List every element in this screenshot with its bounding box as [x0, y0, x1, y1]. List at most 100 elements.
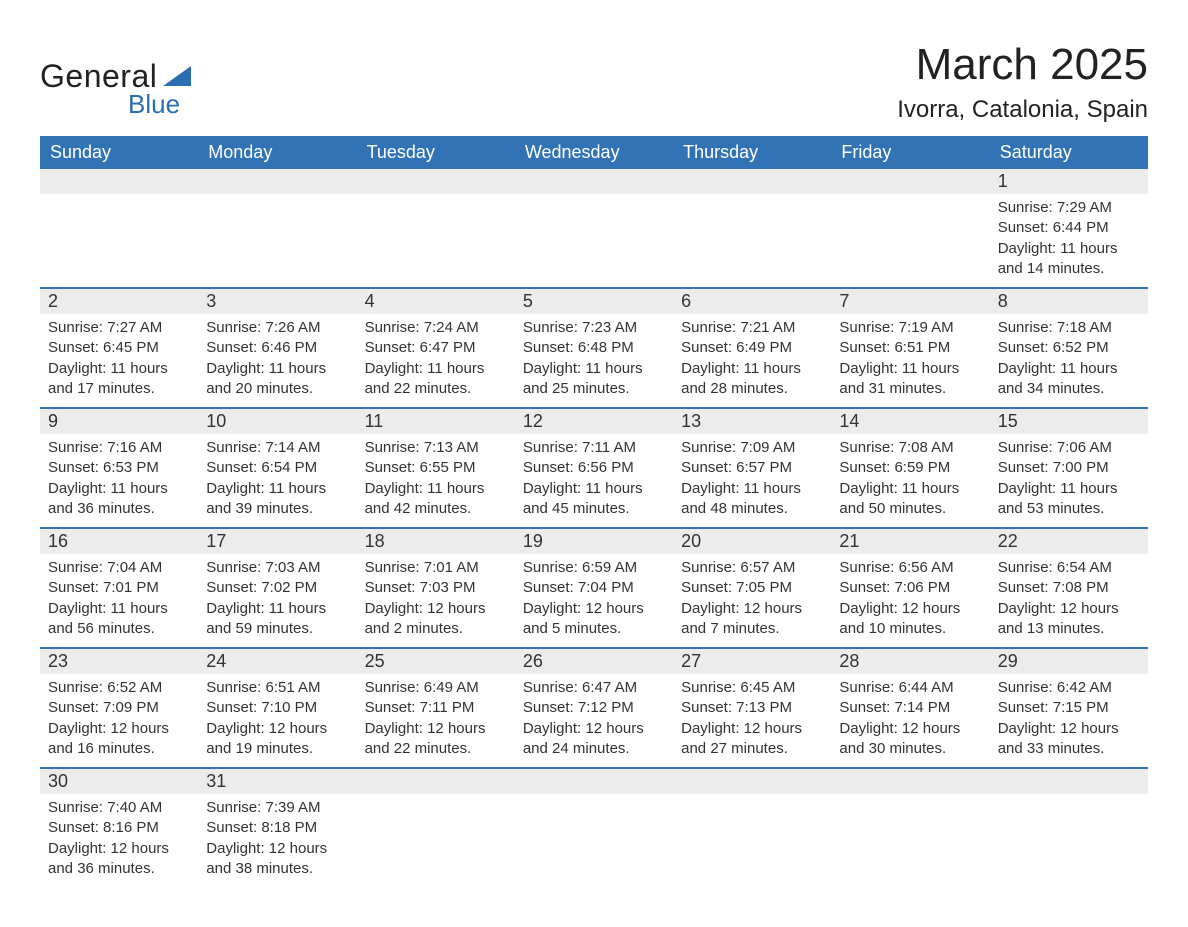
calendar-day-cell	[357, 169, 515, 288]
calendar-day-cell	[831, 768, 989, 887]
sunrise-line: Sunrise: 6:47 AM	[523, 678, 665, 698]
day-number: 19	[515, 529, 673, 554]
day-data: Sunrise: 6:51 AMSunset: 7:10 PMDaylight:…	[198, 674, 356, 767]
sunrise-line: Sunrise: 7:24 AM	[365, 318, 507, 338]
sunset-line: Sunset: 6:56 PM	[523, 458, 665, 478]
day-number: 1	[990, 169, 1148, 194]
day-data	[357, 194, 515, 287]
logo: General Blue	[40, 58, 191, 120]
sunset-line: Sunset: 6:55 PM	[365, 458, 507, 478]
sunset-line: Sunset: 6:49 PM	[681, 338, 823, 358]
title-block: March 2025 Ivorra, Catalonia, Spain	[897, 40, 1148, 124]
day-number: 22	[990, 529, 1148, 554]
day-data: Sunrise: 6:52 AMSunset: 7:09 PMDaylight:…	[40, 674, 198, 767]
day-data	[831, 194, 989, 287]
sunrise-line: Sunrise: 7:09 AM	[681, 438, 823, 458]
calendar-day-cell	[990, 768, 1148, 887]
day-data: Sunrise: 6:49 AMSunset: 7:11 PMDaylight:…	[357, 674, 515, 767]
day-data: Sunrise: 6:42 AMSunset: 7:15 PMDaylight:…	[990, 674, 1148, 767]
day-number: 6	[673, 289, 831, 314]
sunrise-line: Sunrise: 7:23 AM	[523, 318, 665, 338]
calendar-day-cell: 25Sunrise: 6:49 AMSunset: 7:11 PMDayligh…	[357, 648, 515, 768]
calendar-day-cell: 17Sunrise: 7:03 AMSunset: 7:02 PMDayligh…	[198, 528, 356, 648]
sunrise-line: Sunrise: 6:51 AM	[206, 678, 348, 698]
daylight-line: Daylight: 12 hours and 24 minutes.	[523, 719, 665, 760]
daylight-line: Daylight: 11 hours and 53 minutes.	[998, 479, 1140, 520]
calendar-day-cell	[673, 169, 831, 288]
day-number: 5	[515, 289, 673, 314]
daylight-line: Daylight: 11 hours and 28 minutes.	[681, 359, 823, 400]
day-data: Sunrise: 7:16 AMSunset: 6:53 PMDaylight:…	[40, 434, 198, 527]
calendar-day-cell: 30Sunrise: 7:40 AMSunset: 8:16 PMDayligh…	[40, 768, 198, 887]
weekday-header: Sunday	[40, 136, 198, 169]
day-data: Sunrise: 6:47 AMSunset: 7:12 PMDaylight:…	[515, 674, 673, 767]
sunrise-line: Sunrise: 6:45 AM	[681, 678, 823, 698]
sunset-line: Sunset: 6:52 PM	[998, 338, 1140, 358]
daylight-line: Daylight: 12 hours and 10 minutes.	[839, 599, 981, 640]
sunset-line: Sunset: 6:51 PM	[839, 338, 981, 358]
daylight-line: Daylight: 12 hours and 22 minutes.	[365, 719, 507, 760]
sunset-line: Sunset: 7:08 PM	[998, 578, 1140, 598]
calendar-day-cell: 26Sunrise: 6:47 AMSunset: 7:12 PMDayligh…	[515, 648, 673, 768]
calendar-week-row: 2Sunrise: 7:27 AMSunset: 6:45 PMDaylight…	[40, 288, 1148, 408]
calendar-week-row: 30Sunrise: 7:40 AMSunset: 8:16 PMDayligh…	[40, 768, 1148, 887]
day-number: 18	[357, 529, 515, 554]
day-data: Sunrise: 7:21 AMSunset: 6:49 PMDaylight:…	[673, 314, 831, 407]
sunset-line: Sunset: 7:14 PM	[839, 698, 981, 718]
sunrise-line: Sunrise: 7:13 AM	[365, 438, 507, 458]
day-data: Sunrise: 7:18 AMSunset: 6:52 PMDaylight:…	[990, 314, 1148, 407]
day-data: Sunrise: 7:26 AMSunset: 6:46 PMDaylight:…	[198, 314, 356, 407]
day-number: 30	[40, 769, 198, 794]
sunrise-line: Sunrise: 7:40 AM	[48, 798, 190, 818]
day-number	[40, 169, 198, 194]
day-number: 14	[831, 409, 989, 434]
sunrise-line: Sunrise: 7:16 AM	[48, 438, 190, 458]
daylight-line: Daylight: 11 hours and 45 minutes.	[523, 479, 665, 520]
calendar-day-cell: 2Sunrise: 7:27 AMSunset: 6:45 PMDaylight…	[40, 288, 198, 408]
daylight-line: Daylight: 11 hours and 48 minutes.	[681, 479, 823, 520]
weekday-header-row: SundayMondayTuesdayWednesdayThursdayFrid…	[40, 136, 1148, 169]
day-number: 11	[357, 409, 515, 434]
calendar-day-cell	[198, 169, 356, 288]
calendar-day-cell: 1Sunrise: 7:29 AMSunset: 6:44 PMDaylight…	[990, 169, 1148, 288]
month-title: March 2025	[897, 40, 1148, 90]
day-data: Sunrise: 7:39 AMSunset: 8:18 PMDaylight:…	[198, 794, 356, 887]
day-data: Sunrise: 6:56 AMSunset: 7:06 PMDaylight:…	[831, 554, 989, 647]
day-data: Sunrise: 6:44 AMSunset: 7:14 PMDaylight:…	[831, 674, 989, 767]
calendar-day-cell: 9Sunrise: 7:16 AMSunset: 6:53 PMDaylight…	[40, 408, 198, 528]
calendar-day-cell	[357, 768, 515, 887]
day-data: Sunrise: 7:14 AMSunset: 6:54 PMDaylight:…	[198, 434, 356, 527]
sunset-line: Sunset: 7:02 PM	[206, 578, 348, 598]
calendar-day-cell: 10Sunrise: 7:14 AMSunset: 6:54 PMDayligh…	[198, 408, 356, 528]
calendar-day-cell: 12Sunrise: 7:11 AMSunset: 6:56 PMDayligh…	[515, 408, 673, 528]
daylight-line: Daylight: 11 hours and 34 minutes.	[998, 359, 1140, 400]
day-number: 13	[673, 409, 831, 434]
day-number: 26	[515, 649, 673, 674]
day-data: Sunrise: 7:08 AMSunset: 6:59 PMDaylight:…	[831, 434, 989, 527]
daylight-line: Daylight: 11 hours and 42 minutes.	[365, 479, 507, 520]
daylight-line: Daylight: 12 hours and 2 minutes.	[365, 599, 507, 640]
daylight-line: Daylight: 11 hours and 25 minutes.	[523, 359, 665, 400]
calendar-week-row: 16Sunrise: 7:04 AMSunset: 7:01 PMDayligh…	[40, 528, 1148, 648]
day-data: Sunrise: 7:23 AMSunset: 6:48 PMDaylight:…	[515, 314, 673, 407]
calendar-table: SundayMondayTuesdayWednesdayThursdayFrid…	[40, 136, 1148, 887]
day-number: 20	[673, 529, 831, 554]
calendar-day-cell: 13Sunrise: 7:09 AMSunset: 6:57 PMDayligh…	[673, 408, 831, 528]
sunset-line: Sunset: 7:01 PM	[48, 578, 190, 598]
day-number: 8	[990, 289, 1148, 314]
sunrise-line: Sunrise: 6:49 AM	[365, 678, 507, 698]
sunrise-line: Sunrise: 6:56 AM	[839, 558, 981, 578]
sunset-line: Sunset: 6:48 PM	[523, 338, 665, 358]
day-number	[357, 769, 515, 794]
sunrise-line: Sunrise: 7:29 AM	[998, 198, 1140, 218]
calendar-day-cell: 19Sunrise: 6:59 AMSunset: 7:04 PMDayligh…	[515, 528, 673, 648]
calendar-day-cell: 4Sunrise: 7:24 AMSunset: 6:47 PMDaylight…	[357, 288, 515, 408]
day-number	[357, 169, 515, 194]
daylight-line: Daylight: 11 hours and 20 minutes.	[206, 359, 348, 400]
sunset-line: Sunset: 7:05 PM	[681, 578, 823, 598]
sunrise-line: Sunrise: 7:06 AM	[998, 438, 1140, 458]
sunset-line: Sunset: 6:59 PM	[839, 458, 981, 478]
day-number: 25	[357, 649, 515, 674]
day-number	[515, 769, 673, 794]
day-number	[515, 169, 673, 194]
